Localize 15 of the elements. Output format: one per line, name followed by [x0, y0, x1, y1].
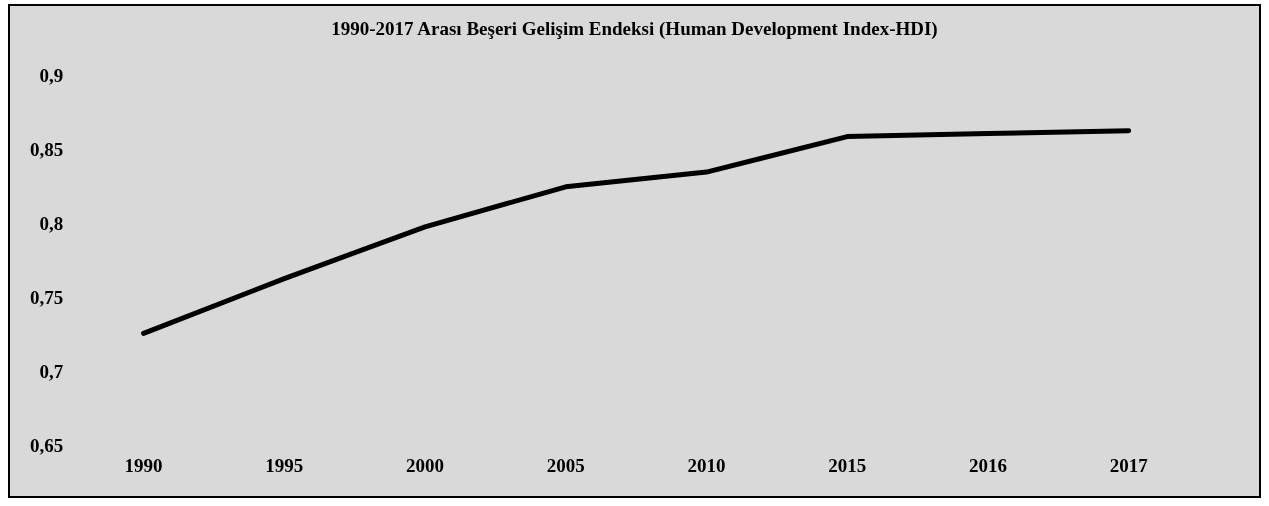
y-tick-label: 0,9 — [39, 65, 64, 87]
x-tick-label: 2015 — [828, 454, 867, 476]
chart-title: 1990-2017 Arası Beşeri Gelişim Endeksi (Human Development Index-HDI) — [330, 18, 939, 40]
y-tick-label: 0,75 — [30, 287, 64, 309]
x-tick-label: 2000 — [406, 454, 445, 476]
x-tick-label: 2010 — [687, 454, 726, 476]
y-tick-label: 0,65 — [30, 435, 64, 457]
y-tick-label: 0,8 — [39, 213, 64, 235]
x-tick-label: 2005 — [546, 454, 585, 476]
x-tick-label: 2017 — [1109, 454, 1149, 476]
y-tick-label: 0,7 — [39, 361, 64, 383]
x-tick-label: 1990 — [124, 454, 163, 476]
x-tick-label: 2016 — [968, 454, 1007, 476]
y-tick-label: 0,85 — [30, 139, 64, 161]
x-tick-label: 1995 — [265, 454, 304, 476]
